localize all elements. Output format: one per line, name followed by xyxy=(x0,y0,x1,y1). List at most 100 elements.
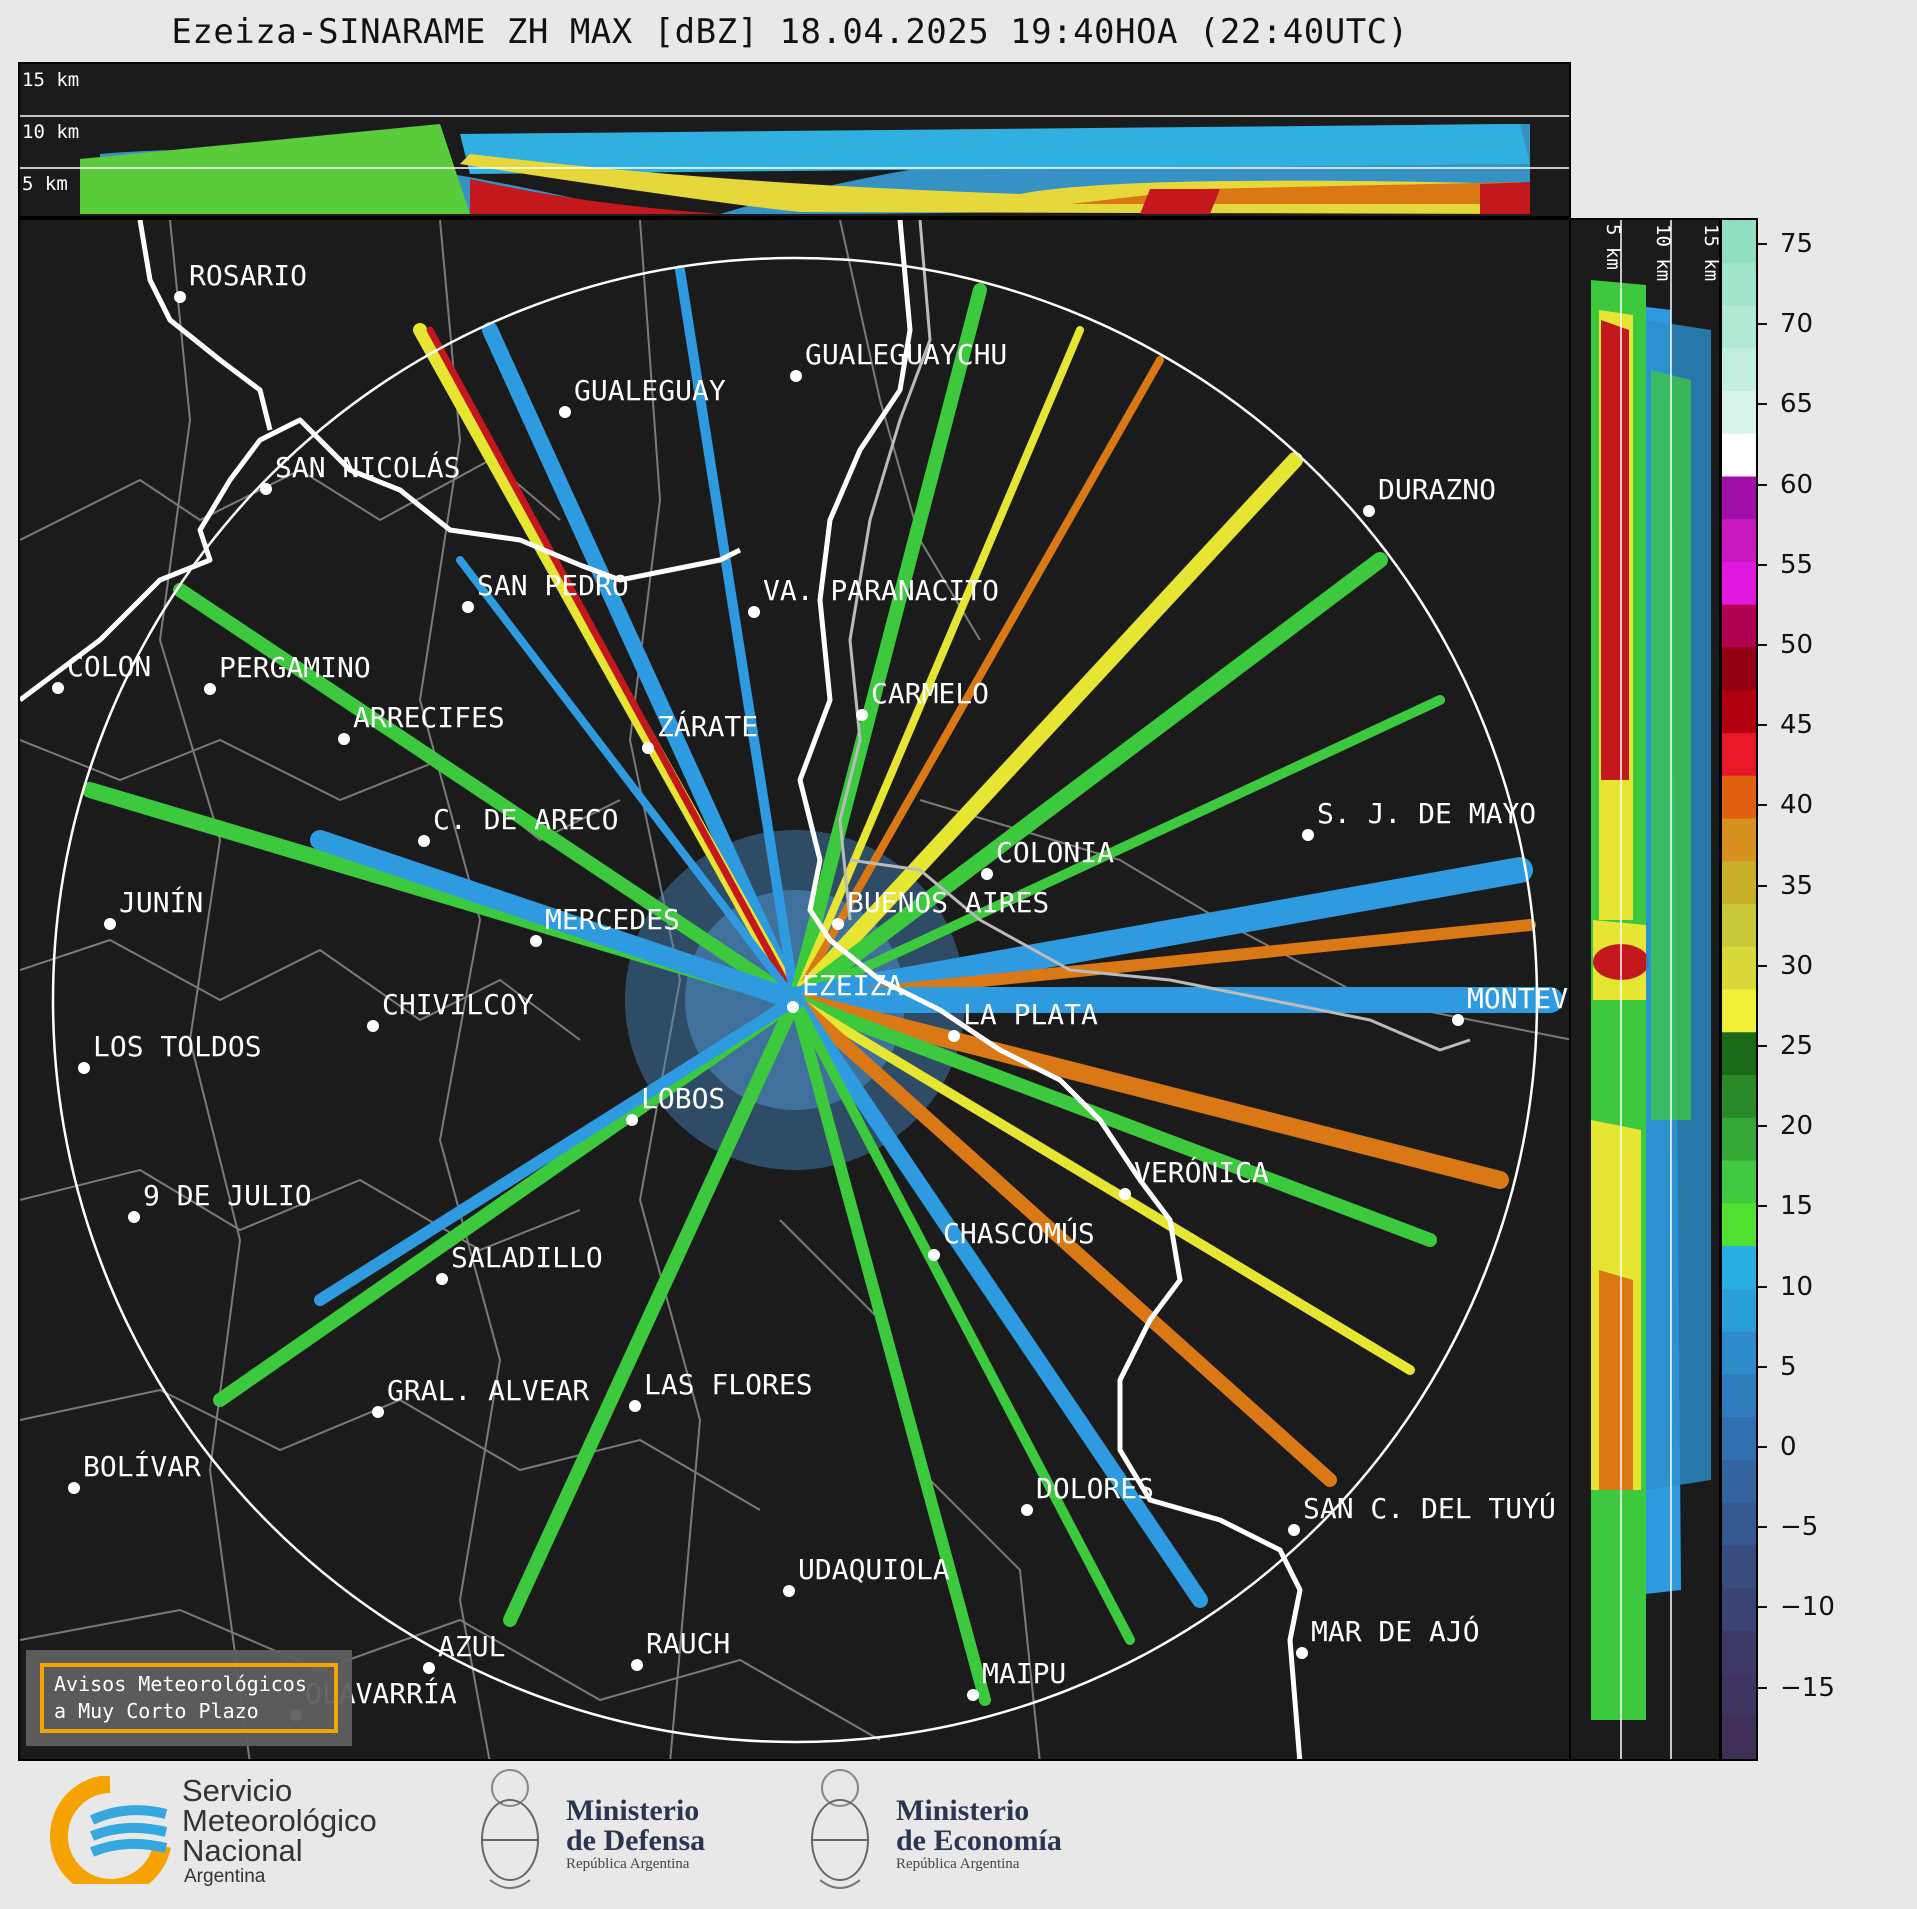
colorbar-tick-label: 45 xyxy=(1780,710,1814,741)
warning-box: Avisos Meteorológicos a Muy Corto Plazo xyxy=(26,1650,352,1746)
top-height-profile-panel: 15 km 10 km 5 km xyxy=(18,62,1571,218)
city-marker xyxy=(629,1400,641,1412)
city-label: DOLORES xyxy=(1036,1472,1154,1505)
smn-name-line-2: Meteorológico xyxy=(182,1803,377,1838)
colorbar-tick-label: 15 xyxy=(1780,1191,1814,1222)
city-marker xyxy=(1288,1524,1300,1536)
radar-map-svg: ROSARIO GUALEGUAYCHU GUALEGUAY SAN NICOLÁS D… xyxy=(20,220,1569,1759)
warning-line-1: Avisos Meteorológicos xyxy=(54,1672,307,1696)
colorbar-tick-label: 25 xyxy=(1780,1031,1814,1061)
colorbar-tick-label: −10 xyxy=(1780,1592,1835,1623)
colorbar-tick-label: 20 xyxy=(1780,1111,1814,1142)
city-marker xyxy=(78,1062,90,1074)
city-marker xyxy=(981,868,993,880)
colorbar-tick-label: 75 xyxy=(1780,229,1814,259)
city-markers: ROSARIO GUALEGUAYCHU GUALEGUAY SAN NICOLÁS D… xyxy=(52,259,1569,1721)
colorbar-band xyxy=(1722,476,1756,520)
city-marker xyxy=(1452,1014,1464,1026)
defensa-emblem-icon xyxy=(481,1769,539,1889)
side-height-label-10: 10 km xyxy=(1652,224,1674,281)
colorbar-tick-mark xyxy=(1757,243,1767,245)
city-label: PERGAMINO xyxy=(219,651,371,684)
city-marker xyxy=(1296,1647,1308,1659)
colorbar-band xyxy=(1722,1502,1756,1546)
city-label: SAN PEDRO xyxy=(477,569,629,602)
city-marker xyxy=(1363,505,1375,517)
colorbar-band xyxy=(1722,904,1756,948)
colorbar-tick-label: 35 xyxy=(1780,870,1814,901)
city-marker xyxy=(462,601,474,613)
city-label: 9 DE JULIO xyxy=(143,1179,312,1212)
colorbar-tick-label: 70 xyxy=(1780,309,1814,340)
side-height-profile-panel: 5 km 10 km 15 km xyxy=(1569,218,1721,1761)
colorbar-band xyxy=(1722,1032,1756,1076)
city-marker xyxy=(367,1020,379,1032)
smn-name-line-1: Servicio xyxy=(182,1773,293,1808)
colorbar-tick-mark xyxy=(1757,724,1767,727)
colorbar-band xyxy=(1722,1374,1756,1418)
colorbar-tick-mark xyxy=(1757,1686,1767,1689)
colorbar-band xyxy=(1722,861,1756,905)
colorbar-tick-label: 55 xyxy=(1780,549,1814,580)
city-label: CARMELO xyxy=(871,677,989,710)
colorbar-tick-mark xyxy=(1757,563,1767,566)
colorbar-tick-mark xyxy=(1757,1125,1767,1128)
city-marker xyxy=(338,733,350,745)
colorbar-tick-label: 5 xyxy=(1780,1351,1797,1382)
city-label: ZÁRATE xyxy=(657,709,758,743)
city-marker xyxy=(748,606,760,618)
city-label: COLONIA xyxy=(996,836,1114,869)
colorbar-band xyxy=(1722,1459,1756,1504)
city-label: AZUL xyxy=(438,1630,505,1663)
city-marker xyxy=(260,483,272,495)
colorbar-tick-label: 60 xyxy=(1780,469,1814,500)
colorbar-band xyxy=(1722,989,1756,1033)
dbz-colorbar xyxy=(1720,218,1758,1761)
colorbar-tick-mark xyxy=(1757,483,1767,486)
city-marker xyxy=(832,918,844,930)
smn-name-line-3: Nacional xyxy=(182,1833,303,1868)
colorbar-tick-label: 65 xyxy=(1780,389,1814,420)
colorbar-band xyxy=(1722,391,1756,435)
radar-echo-rays xyxy=(82,265,1563,1706)
colorbar-tick-mark xyxy=(1757,1606,1767,1609)
colorbar-band xyxy=(1722,1160,1756,1204)
colorbar-band xyxy=(1722,1673,1756,1717)
colorbar-band xyxy=(1722,1545,1756,1589)
city-label: BOLÍVAR xyxy=(83,1449,201,1483)
radar-map-panel: ROSARIO GUALEGUAYCHU GUALEGUAY SAN NICOLÁS D… xyxy=(18,218,1571,1761)
colorbar-tick-label: 10 xyxy=(1780,1271,1814,1302)
city-label: VA. PARANACITO xyxy=(763,574,999,607)
colorbar-tick-mark xyxy=(1757,1285,1767,1288)
city-label: GUALEGUAY xyxy=(574,374,726,407)
city-label: LAS FLORES xyxy=(644,1368,813,1401)
city-marker xyxy=(790,370,802,382)
city-marker xyxy=(436,1273,448,1285)
colorbar-band xyxy=(1722,1117,1756,1162)
city-marker xyxy=(372,1406,384,1418)
city-label: SAN C. DEL TUYÚ xyxy=(1303,1491,1556,1525)
colorbar-band xyxy=(1722,1288,1756,1333)
colorbar-band xyxy=(1722,946,1756,991)
top-height-label-15: 15 km xyxy=(22,69,79,91)
colorbar-tick-label: −15 xyxy=(1780,1672,1835,1703)
city-label: SAN NICOLÁS xyxy=(275,450,460,484)
colorbar-tick-label: 50 xyxy=(1780,630,1814,660)
city-marker xyxy=(856,709,868,721)
city-marker xyxy=(52,682,64,694)
colorbar-tick-mark xyxy=(1757,1205,1767,1208)
colorbar-band xyxy=(1722,1331,1756,1375)
side-height-label-15: 15 km xyxy=(1700,224,1721,281)
colorbar-svg xyxy=(1722,220,1756,1759)
city-label: JUNÍN xyxy=(119,885,203,919)
warning-box-border: Avisos Meteorológicos a Muy Corto Plazo xyxy=(40,1663,338,1733)
city-marker xyxy=(967,1689,979,1701)
colorbar-band xyxy=(1722,1630,1756,1675)
city-label: UDAQUIOLA xyxy=(798,1553,950,1586)
defensa-subtitle: República Argentina xyxy=(566,1856,690,1872)
city-marker xyxy=(783,1585,795,1597)
city-marker xyxy=(928,1249,940,1261)
range-ring xyxy=(51,256,1539,1744)
city-marker xyxy=(68,1482,80,1494)
colorbar-tick-mark xyxy=(1757,323,1767,326)
